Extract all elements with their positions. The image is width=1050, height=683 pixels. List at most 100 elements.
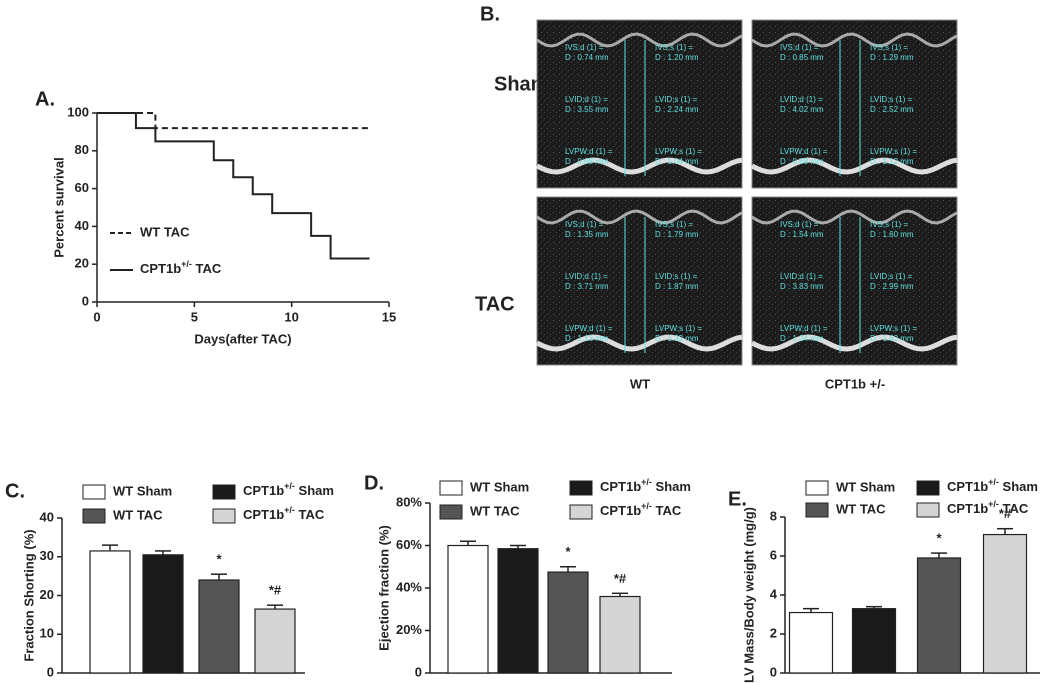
- panel-label: E.: [728, 488, 747, 510]
- echo-wall: [751, 209, 958, 225]
- echo-measurement: D : 0.74 mm: [565, 53, 609, 62]
- echo-measurement: D : 1.29 mm: [870, 53, 914, 62]
- legend-swatch: [916, 502, 940, 518]
- legend-label: CPT1b+/- Sham: [947, 477, 1038, 494]
- bar: [89, 550, 131, 674]
- y-axis-label: Ejection fraction (%): [376, 525, 391, 651]
- legend-label: CPT1b+/- Sham: [600, 477, 691, 494]
- echo-measurement: LVID;d (1) =: [780, 272, 823, 281]
- y-axis-label: Fraction Shorting (%): [21, 529, 36, 661]
- y-tick-label: 40: [75, 218, 89, 233]
- bar: [497, 548, 539, 674]
- echo-measurement: IVS;s (1) =: [870, 220, 908, 229]
- legend-swatch: [916, 480, 940, 496]
- bar: [599, 595, 641, 674]
- echo-measurement: LVPW;s (1) =: [870, 147, 917, 156]
- bar: [547, 571, 589, 674]
- y-tick-label: 60%: [396, 537, 422, 552]
- bar: [142, 554, 184, 674]
- echo-measurement: D : 2.24 mm: [655, 105, 699, 114]
- echo-measurement: LVPW;s (1) =: [655, 324, 702, 333]
- y-tick-label: 0: [415, 664, 422, 679]
- echo-measurement: LVID;s (1) =: [870, 272, 913, 281]
- echo-measurement: D : 1.63 mm: [870, 334, 914, 343]
- echo-measurement: D : 3.55 mm: [565, 105, 609, 114]
- y-tick-label: 60: [75, 180, 89, 195]
- y-tick-label: 80: [75, 142, 89, 157]
- y-tick-label: 10: [40, 626, 54, 641]
- echo-measurement: IVS;d (1) =: [565, 220, 604, 229]
- echo-measurement: LVID;d (1) =: [565, 272, 608, 281]
- survival-line: [97, 112, 370, 130]
- echo-wall: [750, 334, 958, 352]
- y-tick-label: 0: [82, 293, 89, 308]
- significance-label: *#: [269, 583, 282, 598]
- echo-measurement: D : 1.12 mm: [870, 157, 914, 166]
- echo-wall: [536, 209, 743, 225]
- echo-measurement: D : 1.33 mm: [655, 334, 699, 343]
- echo-measurement: D : 1.79 mm: [655, 230, 699, 239]
- echo-measurement: LVPW;d (1) =: [780, 324, 828, 333]
- echo-measurement: IVS;s (1) =: [870, 43, 908, 52]
- echo-measurement: LVPW;d (1) =: [565, 147, 613, 156]
- legend-label: WT Sham: [836, 479, 895, 494]
- bar: [982, 533, 1028, 674]
- column-label: CPT1b +/-: [825, 376, 885, 391]
- bar: [447, 544, 489, 674]
- y-axis-label: Percent survival: [51, 157, 66, 257]
- echo-measurement: D : 0.85 mm: [780, 53, 824, 62]
- legend-label: WT Sham: [113, 483, 172, 498]
- y-tick-label: 0: [770, 664, 777, 679]
- echo-measurement: LVPW;d (1) =: [780, 147, 828, 156]
- echo-measurement: D : 1.87 mm: [655, 282, 699, 291]
- echo-measurement: LVID;s (1) =: [870, 95, 913, 104]
- legend-label: CPT1b+/- TAC: [140, 259, 222, 276]
- legend-swatch: [805, 502, 829, 518]
- echo-wall: [535, 157, 743, 175]
- echo-measurement: IVS;d (1) =: [780, 220, 819, 229]
- y-tick-label: 20: [40, 587, 54, 602]
- legend-swatch: [569, 504, 593, 520]
- y-tick-label: 20: [75, 256, 89, 271]
- echo-image: [751, 196, 958, 366]
- bar: [788, 611, 834, 674]
- bar: [916, 557, 962, 674]
- y-tick-label: 8: [770, 508, 777, 523]
- echo-measurement: D : 2.99 mm: [870, 282, 914, 291]
- panel-label: C.: [5, 480, 25, 502]
- significance-label: *: [565, 544, 571, 559]
- y-tick-label: 0: [47, 664, 54, 679]
- significance-label: *: [216, 552, 222, 567]
- panel-label: B.: [480, 3, 500, 25]
- y-tick-label: 80%: [396, 494, 422, 509]
- legend-swatch: [82, 508, 106, 524]
- legend-swatch: [569, 480, 593, 496]
- echo-image: [536, 196, 743, 366]
- echo-measurement: LVID;s (1) =: [655, 272, 698, 281]
- echo-measurement: IVS;s (1) =: [655, 220, 693, 229]
- y-tick-label: 40: [40, 509, 54, 524]
- x-tick-label: 10: [284, 309, 298, 324]
- y-tick-label: 6: [770, 547, 777, 562]
- y-axis-label: LV Mass/Body weight (mg/g): [741, 507, 756, 683]
- y-tick-label: 40%: [396, 579, 422, 594]
- legend-swatch: [439, 480, 463, 496]
- legend-swatch: [439, 504, 463, 520]
- echo-measurement: IVS;s (1) =: [655, 43, 693, 52]
- legend-swatch: [805, 480, 829, 496]
- y-tick-label: 2: [770, 625, 777, 640]
- bar: [254, 608, 296, 674]
- echo-wall: [536, 32, 743, 48]
- echo-measurement: D : 1.54 mm: [780, 230, 824, 239]
- column-label: WT: [630, 376, 650, 391]
- survival-line: [97, 112, 370, 260]
- y-tick-label: 20%: [396, 622, 422, 637]
- echo-measurement: D : 1.60 mm: [870, 230, 914, 239]
- legend-label: CPT1b+/- TAC: [600, 501, 682, 518]
- panel-label: A.: [35, 88, 55, 110]
- significance-label: *: [936, 531, 942, 546]
- panel-label: D.: [364, 472, 384, 494]
- legend-label: CPT1b+/- Sham: [243, 481, 334, 498]
- legend-swatch: [82, 484, 106, 500]
